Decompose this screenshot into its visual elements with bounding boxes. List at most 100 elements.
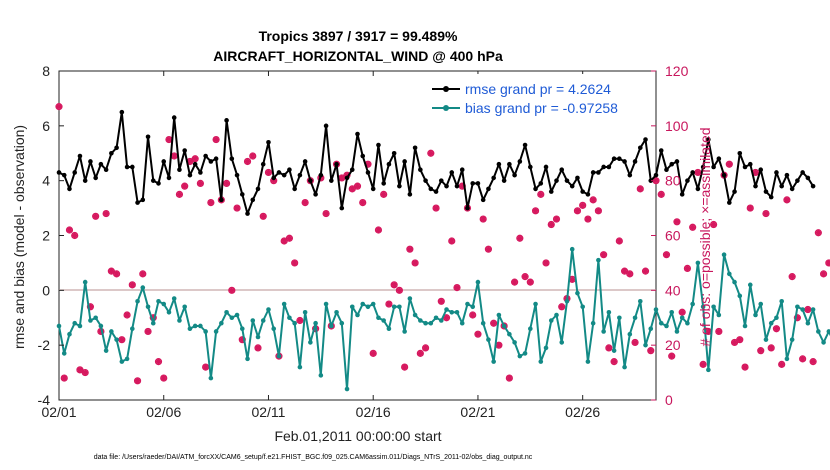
bias-point — [575, 290, 580, 296]
obs-assimilated-point — [548, 221, 555, 228]
bias-point — [318, 373, 324, 378]
bias-point — [611, 348, 617, 353]
obs-assimilated-point — [742, 364, 749, 371]
obs-assimilated-point — [789, 273, 796, 280]
obs-assimilated-point — [715, 328, 722, 335]
bias-point — [329, 323, 334, 329]
rmse-point — [355, 131, 360, 137]
x-tick-label: 02/06 — [146, 404, 181, 420]
bias-point — [255, 334, 261, 340]
rmse-point — [61, 172, 67, 178]
bias-point — [276, 353, 282, 359]
rmse-point — [554, 178, 559, 183]
obs-assimilated-point — [427, 150, 434, 157]
bias-point — [187, 326, 193, 332]
bias-point — [795, 304, 800, 310]
bias-point — [386, 326, 392, 332]
bias-point — [397, 304, 402, 310]
rmse-point — [810, 183, 816, 189]
rmse-point — [344, 175, 350, 181]
bias-point — [700, 304, 706, 310]
legend: rmse grand pr = 4.2624 bias grand pr = -… — [428, 74, 653, 118]
obs-assimilated-point — [673, 218, 680, 225]
rmse-point — [323, 123, 329, 129]
obs-assimilated-point — [113, 270, 120, 277]
bias-point — [669, 309, 675, 315]
bias-point — [156, 299, 161, 304]
rmse-point — [391, 150, 397, 156]
rmse-point — [543, 164, 549, 170]
rmse-point — [224, 118, 229, 123]
rmse-point — [334, 161, 339, 167]
rmse-point — [459, 167, 465, 172]
obs-assimilated-point — [700, 361, 707, 368]
bias-point — [742, 323, 748, 329]
rmse-point — [302, 159, 308, 164]
y-right-tick-label: 20 — [665, 337, 681, 353]
rmse-point — [203, 153, 208, 159]
rmse-point — [297, 172, 303, 178]
rmse-point — [779, 183, 784, 189]
obs-assimilated-point — [794, 314, 801, 321]
obs-assimilated-point — [255, 344, 261, 351]
rmse-point — [103, 167, 109, 172]
rmse-point — [119, 109, 125, 115]
bias-point — [323, 301, 329, 307]
rmse-point — [234, 172, 240, 178]
obs-assimilated-point — [448, 237, 455, 244]
obs-assimilated-point — [234, 205, 241, 212]
obs-assimilated-point — [511, 279, 518, 286]
bias-point — [266, 307, 271, 312]
obs-assimilated-point — [736, 336, 743, 343]
obs-assimilated-point — [124, 312, 131, 319]
obs-assimilated-point — [192, 155, 199, 162]
rmse-point — [124, 164, 130, 170]
y-tick-label: -4 — [38, 392, 51, 408]
obs-assimilated-point — [323, 210, 330, 217]
obs-assimilated-point — [516, 235, 523, 242]
rmse-point — [386, 161, 392, 167]
obs-assimilated-point — [186, 158, 193, 165]
obs-assimilated-point — [783, 196, 790, 203]
y-tick-label: -2 — [38, 337, 51, 353]
rmse-point — [716, 156, 722, 162]
bias-point — [491, 359, 496, 364]
bias-point — [135, 299, 140, 304]
bias-point — [486, 337, 491, 342]
rmse-point — [538, 181, 544, 186]
obs-assimilated-point — [705, 328, 712, 335]
obs-assimilated-point — [249, 152, 256, 159]
bias-point — [674, 329, 680, 334]
rmse-point — [706, 137, 711, 142]
rmse-point — [721, 172, 727, 178]
rmse-point — [192, 161, 198, 167]
bias-point — [821, 340, 826, 345]
bias-point — [229, 315, 235, 321]
bias-point — [496, 312, 502, 318]
rmse-point — [109, 150, 114, 156]
obs-assimilated-point — [349, 185, 356, 192]
bias-point — [763, 337, 769, 342]
obs-assimilated-point — [485, 246, 492, 253]
bias-point — [459, 320, 465, 326]
bias-point — [596, 257, 601, 263]
obs-assimilated-point — [694, 169, 701, 176]
bias-point — [444, 307, 449, 312]
bias-point — [67, 331, 72, 337]
chart-subtitle: AIRCRAFT_HORIZONTAL_WIND @ 400 hPa — [213, 48, 503, 64]
bias-point — [192, 323, 198, 329]
bias-point — [203, 329, 208, 334]
bias-point — [260, 318, 266, 323]
obs-assimilated-point — [469, 312, 476, 319]
obs-assimilated-point — [621, 268, 628, 275]
bias-point — [501, 323, 507, 329]
rmse-point — [727, 200, 732, 205]
rmse-point — [606, 164, 612, 170]
bias-point — [554, 312, 559, 318]
obs-assimilated-point — [82, 369, 89, 376]
bias-point — [480, 320, 486, 326]
obs-assimilated-point — [134, 377, 141, 384]
obs-assimilated-point — [454, 284, 460, 291]
rmse-point — [397, 183, 402, 189]
bias-point — [774, 315, 779, 321]
